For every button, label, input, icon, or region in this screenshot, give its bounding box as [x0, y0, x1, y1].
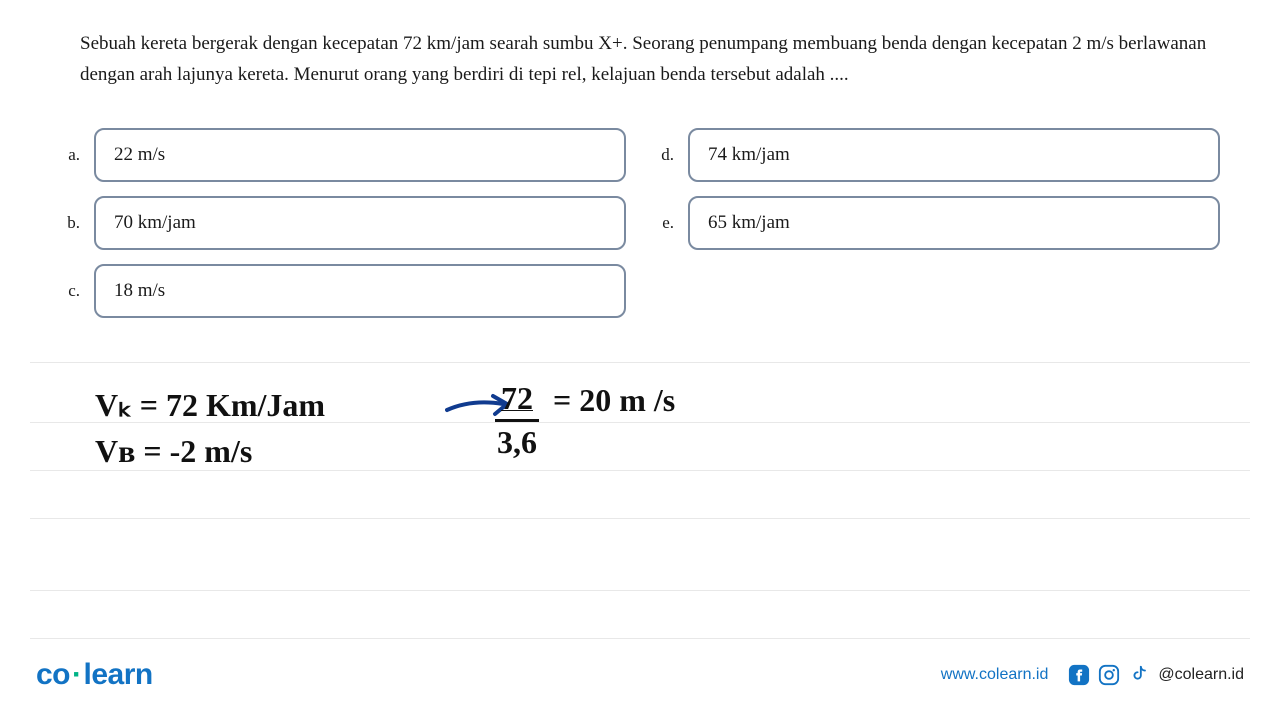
handwritten-work: Vₖ = 72 Km/Jam Vʙ = -2 m/s	[95, 382, 325, 475]
logo-co: co	[36, 658, 70, 691]
option-c-row: c. 18 m/s	[62, 264, 626, 318]
option-d[interactable]: 74 km/jam	[688, 128, 1220, 182]
footer-right: www.colearn.id @colearn.id	[941, 664, 1244, 686]
socials: @colearn.id	[1068, 664, 1244, 686]
question-block: Sebuah kereta bergerak dengan kecepatan …	[80, 28, 1210, 91]
option-b[interactable]: 70 km/jam	[94, 196, 626, 250]
option-b-text: 70 km/jam	[114, 212, 196, 234]
work-line1-left: Vₖ = 72 Km/Jam	[95, 382, 325, 428]
social-handle: @colearn.id	[1158, 666, 1244, 684]
facebook-icon[interactable]	[1068, 664, 1090, 686]
logo-dot: ·	[70, 658, 84, 691]
option-c[interactable]: 18 m/s	[94, 264, 626, 318]
footer-url[interactable]: www.colearn.id	[941, 666, 1049, 684]
option-letter-d: d.	[656, 145, 674, 165]
option-a[interactable]: 22 m/s	[94, 128, 626, 182]
option-d-text: 74 km/jam	[708, 144, 790, 166]
fraction: 72 3,6	[495, 380, 539, 461]
logo-learn: learn	[84, 658, 153, 691]
fraction-numerator: 72	[495, 380, 539, 422]
work-right: 72 3,6 = 20 m /s	[495, 382, 675, 463]
footer: co·learn www.colearn.id @colearn.id	[36, 658, 1244, 692]
option-letter-b: b.	[62, 213, 80, 233]
option-e-row: e. 65 km/jam	[656, 196, 1220, 250]
option-b-row: b. 70 km/jam	[62, 196, 626, 250]
option-d-row: d. 74 km/jam	[656, 128, 1220, 182]
option-a-row: a. 22 m/s	[62, 128, 626, 182]
rule-line	[30, 518, 1250, 519]
option-c-text: 18 m/s	[114, 280, 165, 302]
instagram-icon[interactable]	[1098, 664, 1120, 686]
option-a-text: 22 m/s	[114, 144, 165, 166]
fraction-denominator: 3,6	[497, 422, 537, 461]
option-e-text: 65 km/jam	[708, 212, 790, 234]
option-letter-c: c.	[62, 281, 80, 301]
colearn-logo: co·learn	[36, 658, 153, 692]
option-e[interactable]: 65 km/jam	[688, 196, 1220, 250]
rule-line	[30, 590, 1250, 591]
option-letter-a: a.	[62, 145, 80, 165]
rule-line	[30, 362, 1250, 363]
option-letter-e: e.	[656, 213, 674, 233]
rule-line	[30, 638, 1250, 639]
tiktok-icon[interactable]	[1128, 664, 1150, 686]
options-grid: a. 22 m/s d. 74 km/jam b. 70 km/jam e. 6…	[62, 128, 1220, 318]
work-line2: Vʙ = -2 m/s	[95, 428, 252, 474]
question-text: Sebuah kereta bergerak dengan kecepatan …	[80, 28, 1210, 91]
work-line1-right-tail: = 20 m /s	[553, 382, 675, 419]
